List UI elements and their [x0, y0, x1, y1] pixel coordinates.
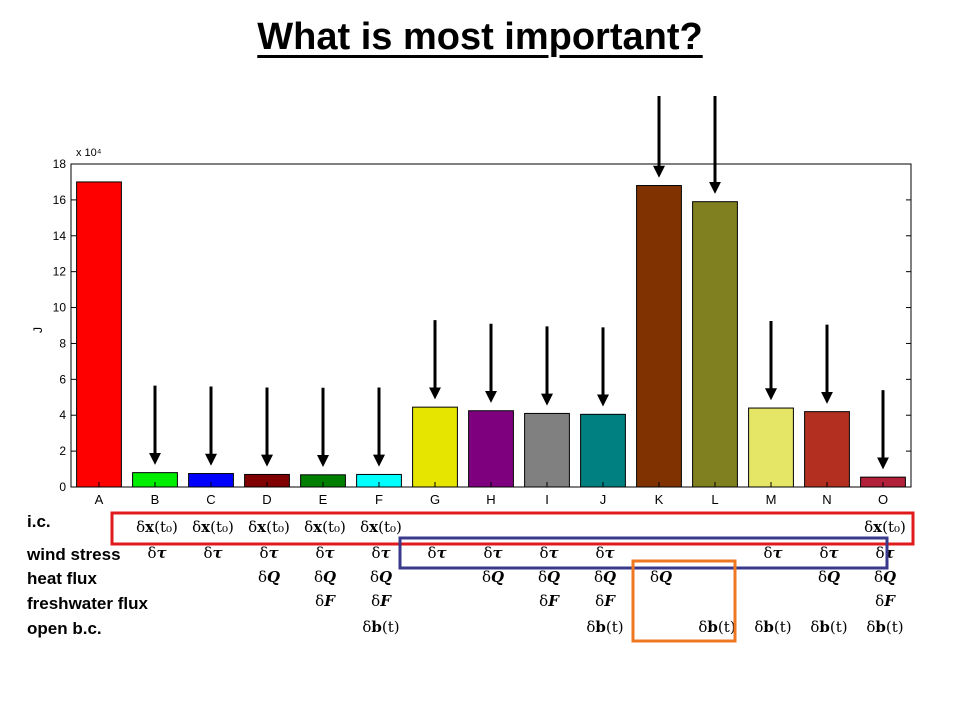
forcing-ic-F: δx(t₀) — [360, 518, 402, 536]
forcing-heat-F: δQ — [370, 568, 392, 586]
x-tick-label-G: G — [430, 492, 440, 507]
forcing-ob-L: δb(t) — [698, 618, 735, 636]
forcing-ic-C: δx(t₀) — [192, 518, 234, 536]
forcing-heat-K: δQ — [650, 568, 672, 586]
x-tick-label-M: M — [766, 492, 777, 507]
slide-title: What is most important? — [257, 16, 703, 58]
y-tick-label: 2 — [59, 444, 66, 458]
y-tick-label: 14 — [53, 229, 67, 243]
x-tick-label-C: C — [206, 492, 215, 507]
forcing-wind-M: δτ — [763, 544, 783, 562]
forcing-heat-N: δQ — [818, 568, 840, 586]
y-exponent-label: x 10⁴ — [76, 147, 102, 159]
bar-K — [636, 185, 682, 488]
forcing-heat-H: δQ — [482, 568, 504, 586]
forcing-ob-M: δb(t) — [754, 618, 791, 636]
forcing-ic-E: δx(t₀) — [304, 518, 346, 536]
x-tick-label-N: N — [822, 492, 831, 507]
forcing-wind-G: δτ — [427, 544, 447, 562]
forcing-fresh-O: δF — [875, 592, 896, 610]
forcing-heat-D: δQ — [258, 568, 280, 586]
bar-I — [524, 412, 570, 488]
forcing-ic-O: δx(t₀) — [864, 518, 906, 536]
row-label-open-bc: open b.c. — [27, 619, 102, 638]
forcing-heat-O: δQ — [874, 568, 896, 586]
forcing-wind-N: δτ — [819, 544, 839, 562]
x-tick-label-A: A — [95, 492, 104, 507]
forcing-wind-J: δτ — [595, 544, 615, 562]
x-tick-label-D: D — [262, 492, 271, 507]
forcing-ob-O: δb(t) — [866, 618, 903, 636]
forcing-heat-J: δQ — [594, 568, 616, 586]
x-tick-label-O: O — [878, 492, 888, 507]
bar-A — [76, 181, 122, 488]
y-tick-label: 8 — [59, 336, 66, 350]
forcing-ic-B: δx(t₀) — [136, 518, 178, 536]
forcing-wind-D: δτ — [259, 544, 279, 562]
y-tick-label: 6 — [59, 372, 66, 386]
y-tick-label: 4 — [59, 408, 66, 422]
bar-L — [692, 201, 738, 488]
y-tick-label: 0 — [59, 480, 66, 494]
highlight-box-wind — [398, 536, 889, 570]
forcing-wind-C: δτ — [203, 544, 223, 562]
bar-N — [804, 411, 850, 488]
y-tick-label: 16 — [53, 193, 67, 207]
forcing-ob-F: δb(t) — [362, 618, 399, 636]
x-tick-label-L: L — [711, 492, 718, 507]
forcing-ic-D: δx(t₀) — [248, 518, 290, 536]
forcing-wind-H: δτ — [483, 544, 503, 562]
forcing-wind-B: δτ — [147, 544, 167, 562]
forcing-fresh-J: δF — [595, 592, 616, 610]
row-label-wind-stress: wind stress — [27, 545, 121, 564]
x-tick-label-I: I — [545, 492, 549, 507]
y-tick-label: 12 — [53, 265, 67, 279]
x-tick-label-H: H — [486, 492, 495, 507]
x-tick-label-J: J — [600, 492, 607, 507]
highlight-box-ic — [110, 511, 915, 546]
forcing-heat-I: δQ — [538, 568, 560, 586]
forcing-wind-I: δτ — [539, 544, 559, 562]
forcing-ob-N: δb(t) — [810, 618, 847, 636]
forcing-fresh-I: δF — [539, 592, 560, 610]
row-label-freshwater-flux: freshwater flux — [27, 594, 148, 613]
y-tick-label: 18 — [53, 157, 67, 171]
forcing-wind-E: δτ — [315, 544, 335, 562]
bar-H — [468, 410, 514, 488]
x-tick-label-F: F — [375, 492, 383, 507]
forcing-wind-O: δτ — [875, 544, 895, 562]
x-tick-label-B: B — [151, 492, 160, 507]
forcing-heat-E: δQ — [314, 568, 336, 586]
y-tick-label: 10 — [53, 301, 67, 315]
y-axis-label: J — [31, 327, 45, 333]
x-tick-label-K: K — [655, 492, 664, 507]
forcing-fresh-E: δF — [315, 592, 336, 610]
row-label-ic: i.c. — [27, 512, 51, 531]
row-label-heat-flux: heat flux — [27, 569, 97, 588]
forcing-ob-J: δb(t) — [586, 618, 623, 636]
forcing-fresh-F: δF — [371, 592, 392, 610]
highlight-box-kl — [631, 559, 737, 643]
forcing-wind-F: δτ — [371, 544, 391, 562]
x-tick-label-E: E — [319, 492, 328, 507]
bar-J — [580, 413, 626, 488]
bar-M — [748, 407, 794, 488]
bar-G — [412, 406, 458, 488]
